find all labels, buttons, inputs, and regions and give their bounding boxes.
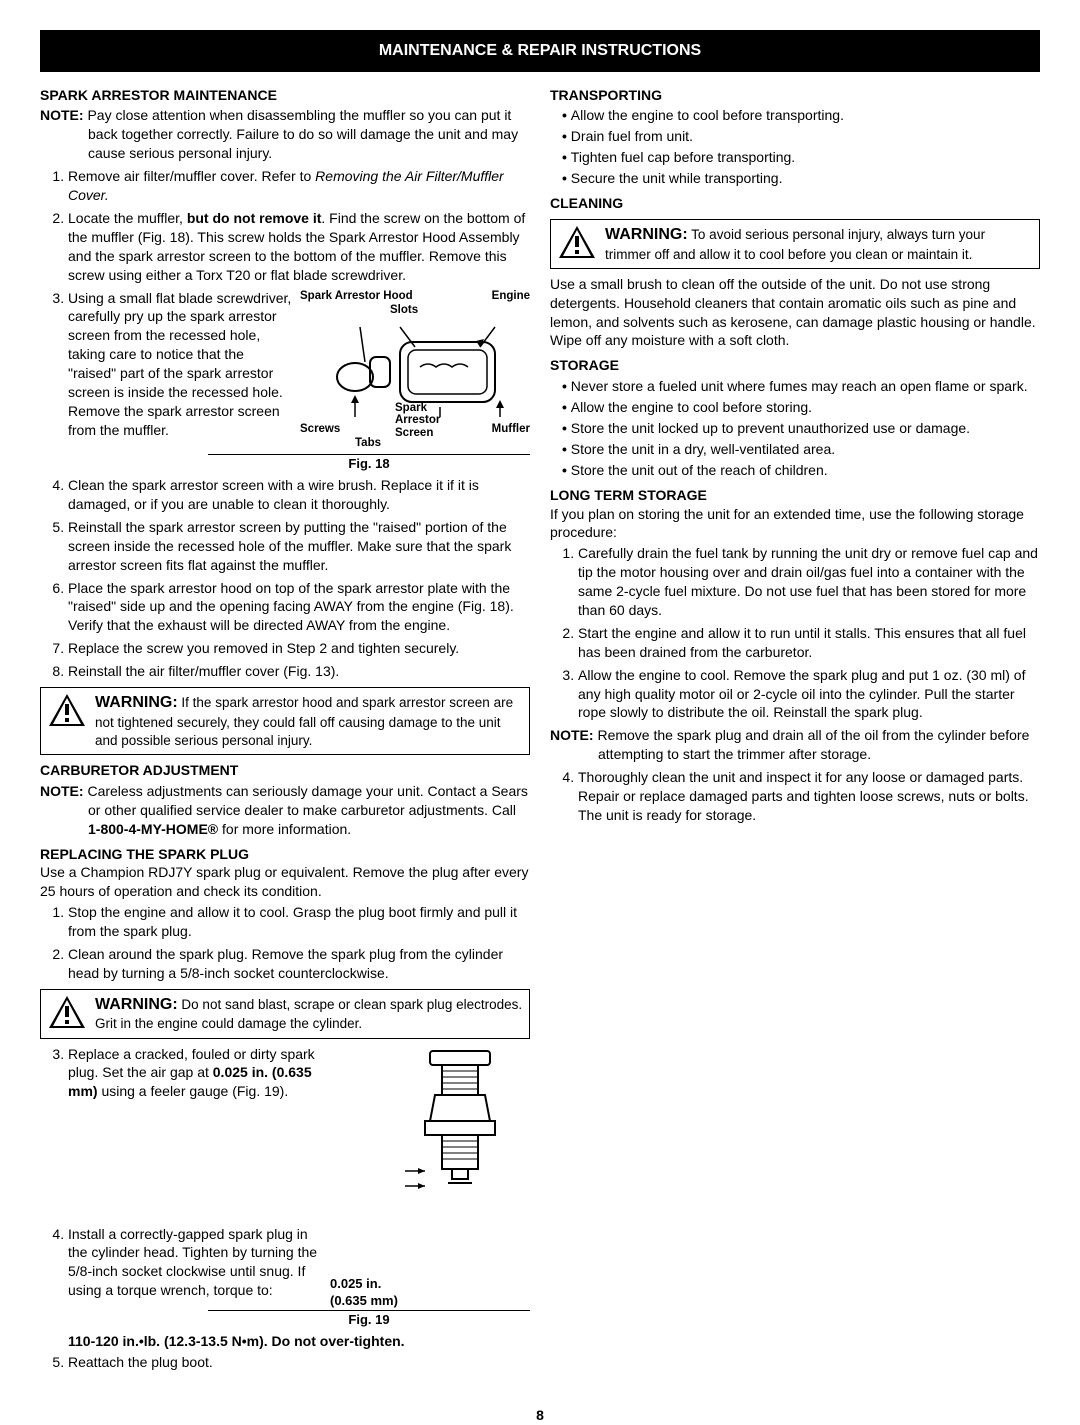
step-1: Remove air filter/muffler cover. Refer t… (68, 167, 530, 205)
lt-steps-b: Thoroughly clean the unit and inspect it… (550, 768, 1040, 825)
cleaning-title: CLEANING (550, 194, 1040, 213)
plug-intro: Use a Champion RDJ7Y spark plug or equiv… (40, 863, 530, 901)
plug-step-5: Reattach the plug boot. (68, 1353, 530, 1372)
figure-18-diagram: Spark Arrestor Hood Engine Slots (300, 289, 530, 454)
warning-icon (47, 994, 87, 1030)
right-column: TRANSPORTING Allow the engine to cool be… (550, 80, 1040, 1376)
warning-box-2: WARNING: Do not sand blast, scrape or cl… (40, 989, 530, 1039)
gap-inches: 0.025 in. (330, 1275, 530, 1293)
page-number: 8 (40, 1406, 1040, 1425)
step-8: Reinstall the air filter/muffler cover (… (68, 662, 530, 681)
warning-box-1: WARNING: If the spark arrestor hood and … (40, 687, 530, 755)
plug-step-4: Install a correctly-gapped spark plug in… (68, 1225, 530, 1329)
two-column-layout: SPARK ARRESTOR MAINTENANCE NOTE: Pay clo… (40, 80, 1040, 1376)
warning-text: WARNING: If the spark arrestor hood and … (95, 692, 523, 750)
plug-step-2: Clean around the spark plug. Remove the … (68, 945, 530, 983)
warning-icon (47, 692, 87, 728)
note-body: Pay close attention when disassembling t… (87, 107, 518, 161)
warning-box-3: WARNING: To avoid serious personal injur… (550, 219, 1040, 269)
storage-title: STORAGE (550, 356, 1040, 375)
plug-steps-c: Reattach the plug boot. (40, 1353, 530, 1372)
spark-steps: Remove air filter/muffler cover. Refer t… (40, 167, 530, 681)
warning-text: WARNING: Do not sand blast, scrape or cl… (95, 994, 523, 1034)
lt-step-2: Start the engine and allow it to run unt… (578, 624, 1040, 662)
list-item: Tighten fuel cap before transporting. (562, 148, 1040, 167)
plug-steps-b: Replace a cracked, fouled or dirty spark… (40, 1045, 530, 1329)
list-item: Store the unit in a dry, well-ventilated… (562, 440, 1040, 459)
carburetor-title: CARBURETOR ADJUSTMENT (40, 761, 530, 780)
spark-plug-diagram (330, 1041, 530, 1221)
section-header: MAINTENANCE & REPAIR INSTRUCTIONS (40, 30, 1040, 72)
cleaning-body: Use a small brush to clean off the outsi… (550, 275, 1040, 351)
step-2: Locate the muffler, but do not remove it… (68, 209, 530, 285)
list-item: Secure the unit while transporting. (562, 169, 1040, 188)
spark-plug-title: REPLACING THE SPARK PLUG (40, 845, 530, 864)
plug-step-1: Stop the engine and allow it to cool. Gr… (68, 903, 530, 941)
list-item: Store the unit locked up to prevent unau… (562, 419, 1040, 438)
list-item: Store the unit out of the reach of child… (562, 461, 1040, 480)
transport-list: Allow the engine to cool before transpor… (550, 106, 1040, 188)
list-item: Drain fuel from unit. (562, 127, 1040, 146)
step-6: Place the spark arrestor hood on top of … (68, 579, 530, 636)
lt-step-4: Thoroughly clean the unit and inspect it… (578, 768, 1040, 825)
fig18-caption: Fig. 18 (208, 454, 530, 473)
lt-steps: Carefully drain the fuel tank by running… (550, 544, 1040, 722)
note-label: NOTE: (40, 107, 84, 123)
carb-note: NOTE: Careless adjustments can seriously… (40, 782, 530, 839)
long-term-storage-title: LONG TERM STORAGE (550, 486, 1040, 505)
lt-intro: If you plan on storing the unit for an e… (550, 505, 1040, 543)
plug-steps-a: Stop the engine and allow it to cool. Gr… (40, 903, 530, 983)
storage-list: Never store a fueled unit where fumes ma… (550, 377, 1040, 479)
plug-step-3: Replace a cracked, fouled or dirty spark… (68, 1045, 530, 1221)
warning-text: WARNING: To avoid serious personal injur… (605, 224, 1033, 264)
step-3-text: Using a small flat blade screwdriver, ca… (68, 289, 292, 440)
warning-icon (557, 224, 597, 260)
torque-spec: 110-120 in.•lb. (12.3-13.5 N•m). Do not … (40, 1332, 530, 1351)
note-block-2: NOTE: Remove the spark plug and drain al… (550, 726, 1040, 764)
list-item: Allow the engine to cool before transpor… (562, 106, 1040, 125)
fig19-caption: Fig. 19 (208, 1310, 530, 1329)
transporting-title: TRANSPORTING (550, 86, 1040, 105)
step-7: Replace the screw you removed in Step 2 … (68, 639, 530, 658)
list-item: Never store a fueled unit where fumes ma… (562, 377, 1040, 396)
gap-mm: (0.635 mm) (330, 1292, 530, 1310)
list-item: Allow the engine to cool before storing. (562, 398, 1040, 417)
step-4: Clean the spark arrestor screen with a w… (68, 476, 530, 514)
step-5: Reinstall the spark arrestor screen by p… (68, 518, 530, 575)
lt-step-3: Allow the engine to cool. Remove the spa… (578, 666, 1040, 723)
note-block: NOTE: Pay close attention when disassemb… (40, 106, 530, 163)
lt-step-1: Carefully drain the fuel tank by running… (578, 544, 1040, 620)
left-column: SPARK ARRESTOR MAINTENANCE NOTE: Pay clo… (40, 80, 530, 1376)
step-3-with-figure: Using a small flat blade screwdriver, ca… (68, 289, 530, 473)
spark-arrestor-title: SPARK ARRESTOR MAINTENANCE (40, 86, 530, 105)
